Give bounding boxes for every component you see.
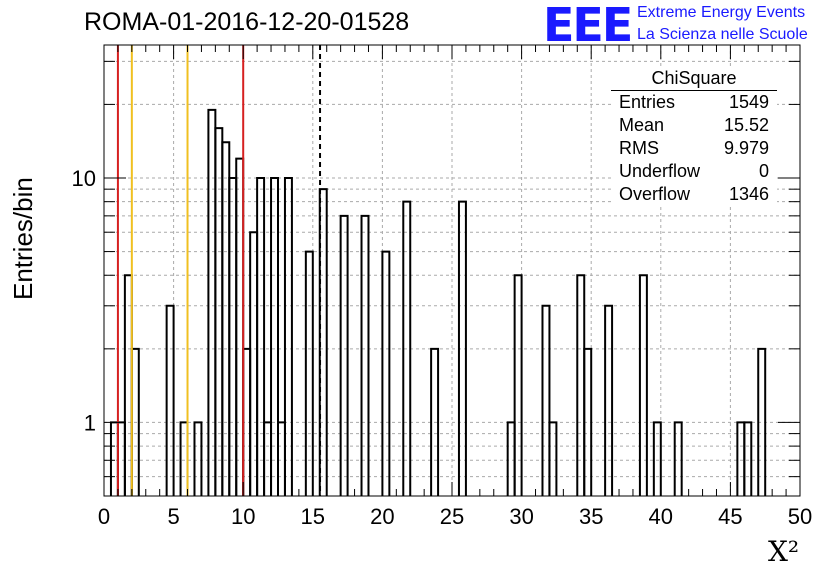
histogram-bin xyxy=(541,304,551,496)
y-tick-label: 1 xyxy=(84,410,96,435)
x-tick-label: 15 xyxy=(301,504,325,529)
histogram-bin xyxy=(360,214,370,496)
stats-row-rms: RMS 9.979 xyxy=(611,137,777,160)
histogram-bin xyxy=(270,176,279,496)
stats-value: 0 xyxy=(758,161,769,181)
x-tick-label: 20 xyxy=(370,504,394,529)
histogram-bin xyxy=(576,274,586,496)
eee-logo: EEE xyxy=(543,0,633,52)
histogram-bin xyxy=(123,274,133,496)
histogram-bin xyxy=(583,347,593,496)
stats-label: Mean xyxy=(619,115,665,135)
stats-value: 1549 xyxy=(728,92,769,112)
x-tick-label: 25 xyxy=(440,504,464,529)
histogram-bin xyxy=(256,176,266,496)
histogram-bin xyxy=(228,176,238,496)
x-tick-label: 35 xyxy=(579,504,603,529)
x-tick-label: 5 xyxy=(167,504,179,529)
histogram-bin xyxy=(652,421,662,496)
histogram-bin xyxy=(207,108,217,496)
histogram-bin xyxy=(402,200,412,496)
stats-value: 15.52 xyxy=(723,115,769,135)
histogram-bin xyxy=(381,250,391,496)
stats-row-mean: Mean 15.52 xyxy=(611,114,777,137)
stats-label: RMS xyxy=(619,138,659,158)
stats-row-underflow: Underflow 0 xyxy=(611,160,777,183)
histogram-bin xyxy=(221,141,231,496)
histogram-bin xyxy=(743,421,753,496)
histogram-bin xyxy=(165,304,175,496)
stats-label: Underflow xyxy=(619,161,701,181)
x-tick-label: 40 xyxy=(649,504,673,529)
histogram-bin xyxy=(457,200,467,496)
stats-value: 1346 xyxy=(728,184,769,204)
histogram-bin xyxy=(193,421,203,496)
stats-row-entries: Entries 1549 xyxy=(611,91,777,114)
histogram-bin xyxy=(430,347,440,496)
histogram-bin xyxy=(249,231,259,496)
logo-caption-line1: Extreme Energy Events xyxy=(637,4,806,21)
y-axis-label: Entries/bin xyxy=(8,177,38,300)
stats-label: Entries xyxy=(619,92,676,112)
histogram-bin xyxy=(235,157,245,496)
stats-row-overflow: Overflow 1346 xyxy=(611,183,777,206)
histogram-bin xyxy=(638,274,648,496)
histogram-bin xyxy=(548,421,558,496)
x-tick-label: 10 xyxy=(231,504,255,529)
histogram-bin xyxy=(604,304,614,496)
stats-box-title: ChiSquare xyxy=(611,66,777,91)
histogram-bin xyxy=(339,214,349,496)
histogram-bin xyxy=(304,250,314,496)
logo-caption: Extreme Energy Events La Scienza nelle S… xyxy=(637,2,808,46)
stats-label: Overflow xyxy=(619,184,691,204)
stats-value: 9.979 xyxy=(723,138,769,158)
x-tick-label: 30 xyxy=(509,504,533,529)
x-tick-label: 45 xyxy=(718,504,742,529)
logo-caption-line2: La Scienza nelle Scuole xyxy=(637,26,808,43)
histogram-bin xyxy=(513,274,523,496)
chart-title: ROMA-01-2016-12-20-01528 xyxy=(84,8,410,36)
histogram-bin xyxy=(283,176,293,496)
stats-box: ChiSquare Entries 1549 Mean 15.52 RMS 9.… xyxy=(611,66,777,206)
histogram-bin xyxy=(757,347,767,496)
histogram-bin xyxy=(673,421,683,496)
x-axis-label: X² xyxy=(768,535,800,568)
x-tick-label: 50 xyxy=(788,504,812,529)
x-tick-label: 0 xyxy=(98,504,110,529)
histogram-bin xyxy=(214,127,224,496)
y-tick-label: 10 xyxy=(72,166,96,191)
